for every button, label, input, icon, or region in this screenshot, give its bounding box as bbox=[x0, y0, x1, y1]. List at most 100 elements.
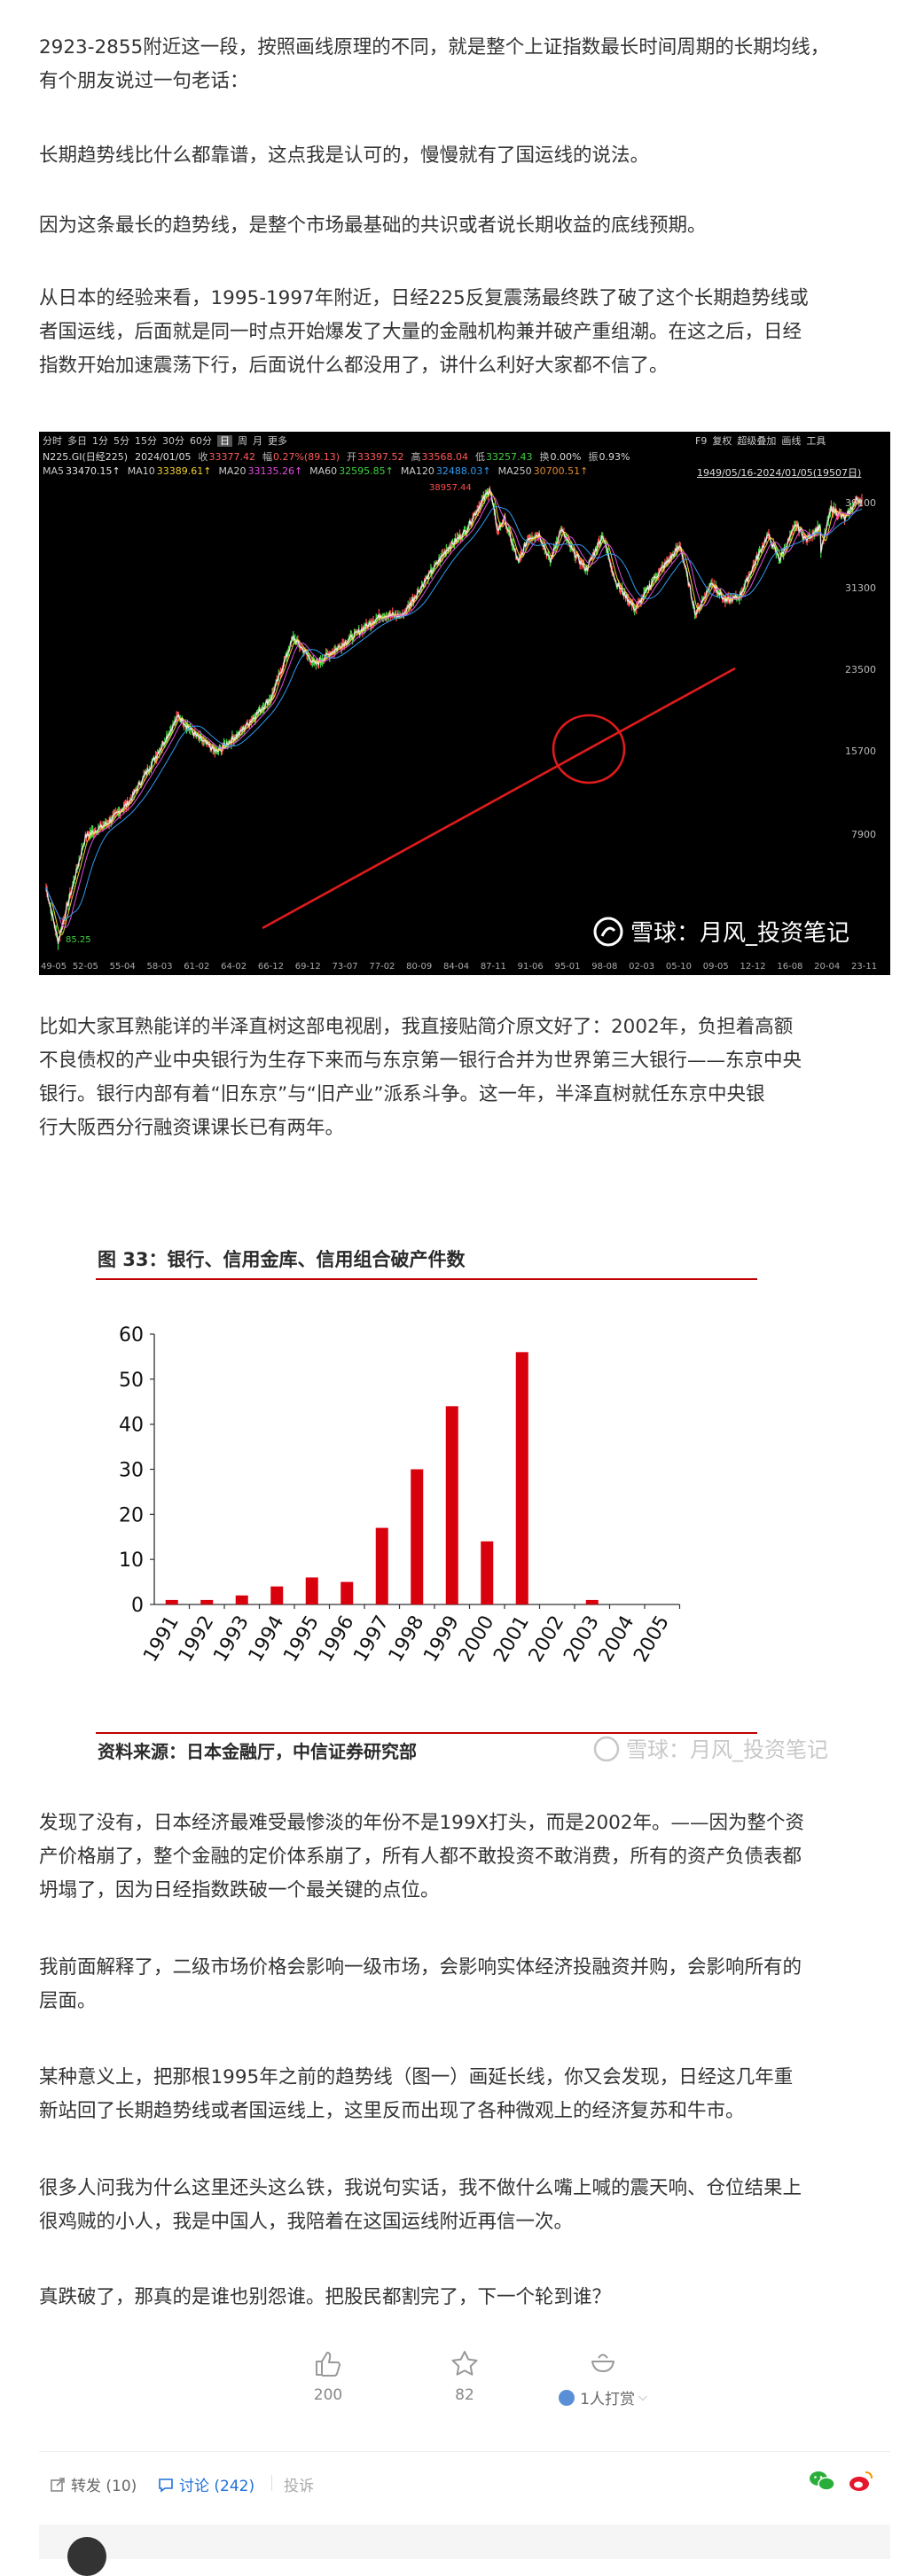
info-close: 33377.42 bbox=[208, 451, 255, 463]
watermark-text: 雪球：月风_投资笔记 bbox=[630, 920, 850, 947]
paragraph-1: 2923-2855附近这一段，按照画线原理的不同，就是整个上证指数最长时间周期的… bbox=[39, 31, 892, 98]
figure-source: 资料来源：日本金融厅，中信证券研究部 bbox=[98, 1741, 417, 1762]
chevron-down-icon: ⌵ bbox=[638, 2391, 647, 2404]
paragraph-line: 不良债权的产业中央银行为生存下来而与东京第一银行合并为世界第三大银行——东京中央 bbox=[39, 1050, 802, 1072]
ma-line bbox=[45, 492, 863, 936]
x-tick-label: 1997 bbox=[349, 1612, 394, 1667]
x-tick-label: 2000 bbox=[455, 1612, 499, 1667]
paragraph-line: 比如大家耳熟能详的半泽直树这部电视剧，我直接贴简介原文好了：2002年，负担着高… bbox=[39, 1016, 794, 1038]
info-amplitude: 0.93% bbox=[599, 451, 630, 463]
bar-1991 bbox=[165, 1599, 178, 1604]
y-tick-label: 40 bbox=[119, 1415, 144, 1437]
bar-1992 bbox=[200, 1599, 214, 1604]
info-high: 33568.04 bbox=[421, 451, 469, 463]
chart-tool[interactable]: 画线 bbox=[781, 435, 802, 447]
chart-tool[interactable]: F9 bbox=[695, 435, 708, 447]
chart-tab[interactable]: 月 bbox=[253, 435, 262, 447]
paragraph-9: 很多人问我为什么这里还头这么铁，我说句实话，我不做什么嘴上喊的震天响、仓位结果上… bbox=[39, 2172, 892, 2239]
x-tick-label: 2003 bbox=[560, 1612, 604, 1667]
info-date: 2024/01/05 bbox=[135, 451, 192, 463]
paragraph-line: 2923-2855附近这一段，按照画线原理的不同，就是整个上证指数最长时间周期的… bbox=[39, 36, 830, 59]
paragraph-line: 层面。 bbox=[39, 1990, 97, 2012]
footer-divider bbox=[39, 2451, 890, 2452]
chart-info-row: N225.GI(日经225) 2024/01/05 收33377.42 幅0.27%(… bbox=[43, 449, 890, 464]
chart-tab-bar: 分时 多日 1分 5分 15分 30分 60分日周月更多 bbox=[43, 433, 890, 449]
discuss-label: 讨论 (242) bbox=[179, 2478, 255, 2495]
stock-x-tick: 16-08 bbox=[777, 962, 803, 972]
weibo-icon bbox=[849, 2471, 873, 2491]
reward-button[interactable]: 1人打赏 ⌵ bbox=[541, 2349, 665, 2408]
x-tick-label: 1998 bbox=[385, 1612, 429, 1667]
paragraph-line: 很多人问我为什么这里还头这么铁，我说句实话，我不做什么嘴上喊的震天响、仓位结果上 bbox=[39, 2177, 802, 2199]
stock-x-tick: 66-12 bbox=[257, 962, 284, 972]
xueqiu-logo-icon bbox=[593, 917, 623, 946]
x-tick-label: 1993 bbox=[209, 1612, 254, 1667]
paragraph-4: 从日本的经验来看，1995-1997年附近，日经225反复震荡最终跌了破了这个长… bbox=[39, 282, 892, 383]
paragraph-line: 产价格崩了，整个金融的定价体系崩了，所有人都不敢投资不敢消费，所有的资产负债表都 bbox=[39, 1846, 802, 1868]
ma-value: 33135.26↑ bbox=[247, 465, 303, 477]
chart-tab[interactable]: 60分 bbox=[190, 435, 212, 447]
stock-x-tick: 80-09 bbox=[406, 962, 433, 972]
info-amplitude-label: 振 bbox=[588, 451, 599, 463]
x-tick-label: 1999 bbox=[419, 1612, 464, 1667]
xueqiu-watermark: 雪球：月风_投资笔记 bbox=[593, 915, 849, 948]
bar-1998 bbox=[411, 1469, 424, 1604]
chart-tab[interactable]: 30分 bbox=[162, 435, 184, 447]
repost-button[interactable]: 转发 (10) bbox=[50, 2473, 137, 2495]
low-price-label: 85.25 bbox=[66, 935, 91, 945]
chart-tab[interactable]: 分时 bbox=[43, 435, 62, 447]
stock-x-tick: 87-11 bbox=[480, 962, 506, 972]
chart-tool[interactable]: 工具 bbox=[806, 435, 826, 447]
paragraph-line: 某种意义上，把那根1995年之前的趋势线（图一）画延长线，你又会发现，日经这几年… bbox=[39, 2066, 794, 2088]
breakdown-circle bbox=[552, 714, 626, 785]
reward-label: 1人打赏 bbox=[580, 2391, 635, 2408]
comment-icon bbox=[159, 2478, 173, 2493]
stock-y-tick: 23500 bbox=[845, 664, 876, 675]
stock-x-tick: 98-08 bbox=[591, 962, 618, 972]
discuss-button[interactable]: 讨论 (242) bbox=[158, 2473, 254, 2495]
info-high-label: 高 bbox=[411, 451, 421, 463]
bar-1996 bbox=[340, 1581, 354, 1604]
paragraph-6: 发现了没有，日本经济最难受最惨淡的年份不是199X打头，而是2002年。——因为… bbox=[39, 1807, 892, 1908]
ma-value: 33389.61↑ bbox=[156, 465, 212, 477]
chart-tool[interactable]: 超级叠加 bbox=[737, 435, 777, 447]
paragraph-line: 真跌破了，那真的是谁也别怨谁。把股民都割完了，下一个轮到谁？ bbox=[39, 2286, 612, 2308]
paragraph-line: 者国运线，后面就是同一时点开始爆发了大量的金融机构兼并破产重组潮。在这之后，日经 bbox=[39, 321, 802, 343]
weibo-share-button[interactable] bbox=[848, 2470, 874, 2496]
chart-tab[interactable]: 15分 bbox=[135, 435, 157, 447]
chart-tab[interactable]: 日 bbox=[217, 435, 232, 447]
user-avatar bbox=[67, 2537, 106, 2576]
chart-tab[interactable]: 周 bbox=[238, 435, 247, 447]
paragraph-line: 指数开始加速震荡下行，后面说什么都没用了，讲什么利好大家都不信了。 bbox=[39, 355, 669, 377]
chart-tab[interactable]: 1分 bbox=[92, 435, 108, 447]
chart-tab[interactable]: 5分 bbox=[114, 435, 129, 447]
x-tick-label: 1992 bbox=[175, 1612, 219, 1667]
ma-value: 33470.15↑ bbox=[66, 465, 121, 477]
bar-1997 bbox=[375, 1527, 388, 1604]
stock-x-tick: 95-01 bbox=[554, 962, 581, 972]
wechat-share-button[interactable] bbox=[809, 2470, 835, 2496]
ma-value: 30700.51↑ bbox=[533, 465, 589, 477]
chart-tool[interactable]: 复权 bbox=[712, 435, 732, 447]
stock-y-tick: 7900 bbox=[851, 829, 876, 840]
ma-label: MA120 bbox=[400, 465, 434, 477]
ma-line bbox=[45, 505, 863, 920]
report-button[interactable]: 投诉 bbox=[284, 2473, 314, 2495]
paragraph-line: 新站回了长期趋势线或者国运线上，这里反而出现了各种微观上的经济复苏和牛市。 bbox=[39, 2100, 745, 2122]
like-count: 200 bbox=[313, 2386, 343, 2404]
paragraph-line: 发现了没有，日本经济最难受最惨淡的年份不是199X打头，而是2002年。——因为… bbox=[39, 1812, 804, 1834]
figure-title: 图 33：银行、信用金库、信用组合破产件数 bbox=[98, 1249, 466, 1270]
chart-tab[interactable]: 多日 bbox=[67, 435, 87, 447]
like-button[interactable]: 200 bbox=[309, 2349, 348, 2404]
x-tick-label: 1995 bbox=[279, 1612, 324, 1667]
x-tick-label: 2005 bbox=[630, 1612, 674, 1667]
y-tick-label: 60 bbox=[119, 1324, 144, 1347]
thumbs-up-icon bbox=[316, 2352, 340, 2377]
stock-x-tick: 69-12 bbox=[294, 962, 321, 972]
wechat-icon bbox=[810, 2471, 835, 2491]
y-tick-label: 20 bbox=[119, 1504, 144, 1526]
bar-1995 bbox=[305, 1577, 318, 1604]
figure-watermark: 雪球：月风_投资笔记 bbox=[626, 1737, 828, 1762]
chart-tab[interactable]: 更多 bbox=[268, 435, 287, 447]
favorite-button[interactable]: 82 bbox=[445, 2349, 484, 2404]
